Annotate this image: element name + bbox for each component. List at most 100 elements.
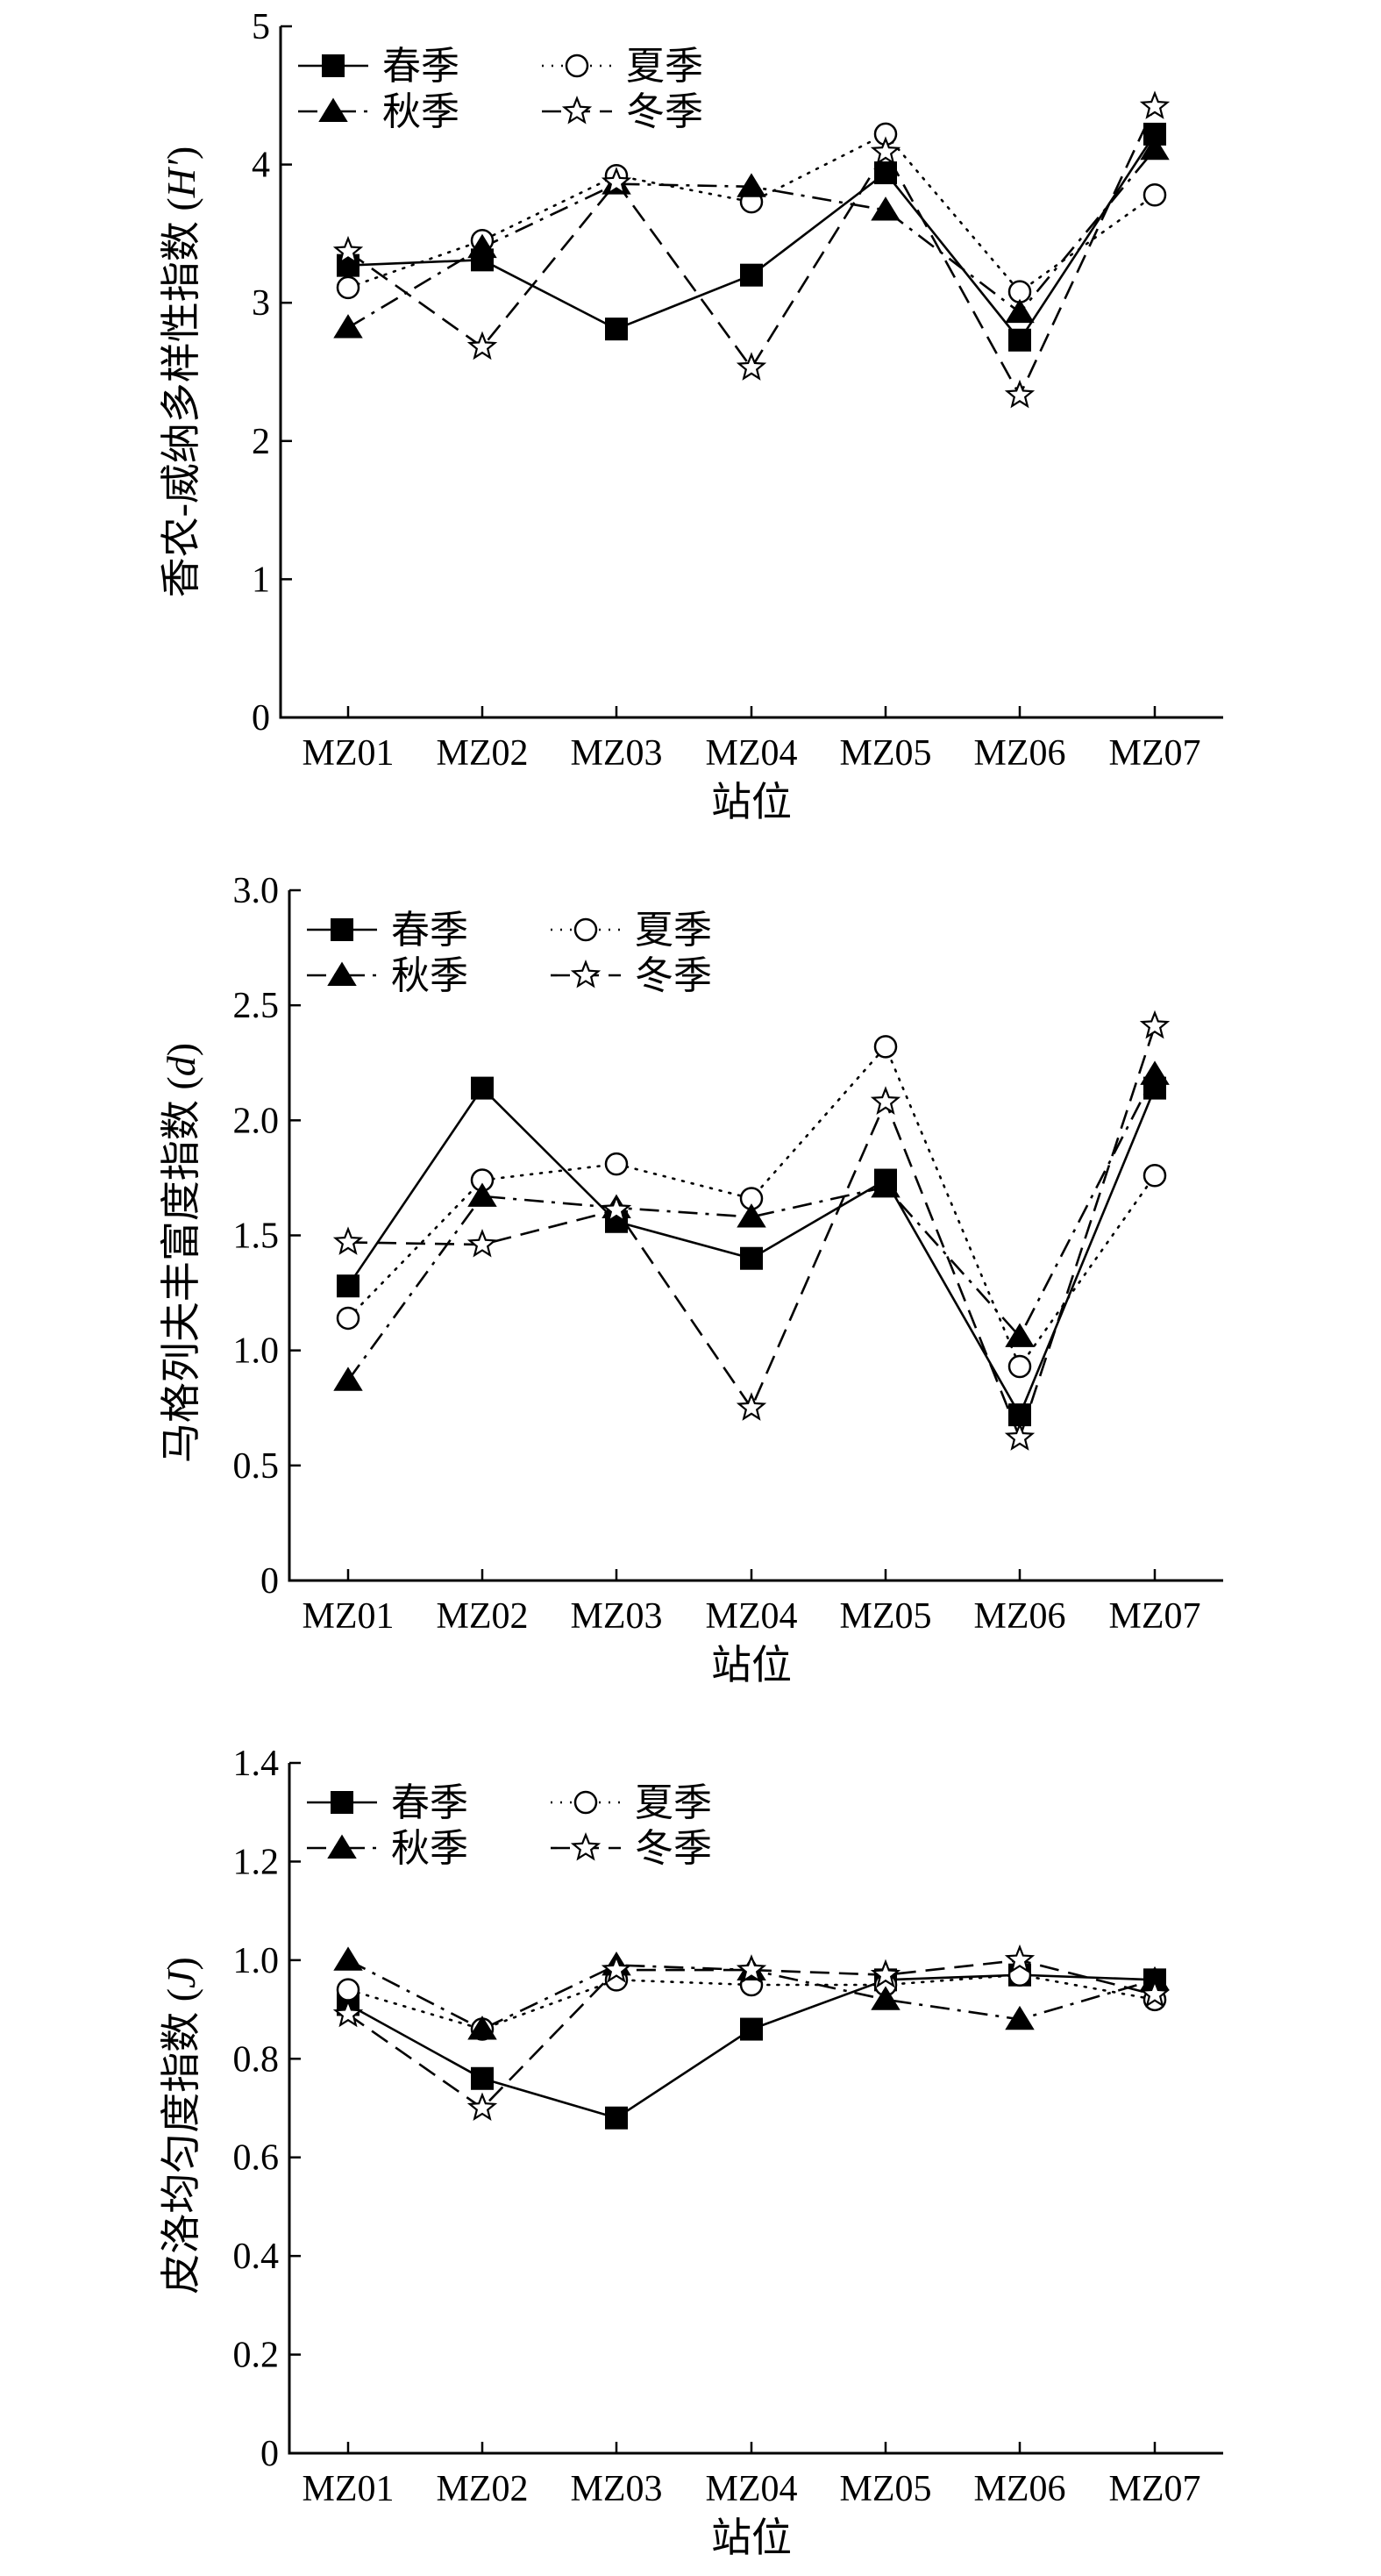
x-tick-label: MZ01 [303,1596,395,1637]
series-line-4 [347,1025,1157,1439]
y-tick-label: 2 [252,422,270,462]
legend-label-2: 夏季 [635,909,712,952]
legend-label-2: 夏季 [635,1781,712,1824]
data-point-s3-MZ04 [737,1203,766,1228]
y-tick-label: 5 [252,7,270,47]
data-point-s4-MZ04 [736,1392,767,1421]
data-point-s1-MZ04 [740,1246,763,1270]
legend-label-4: 冬季 [635,1827,712,1870]
chart-panel-1: 0 1 2 3 4 5 MZ01 MZ02 MZ03 MZ04 MZ05 MZ06 MZ07 站位 香农-威… [159,7,1223,824]
x-tick-label: MZ06 [974,1596,1066,1637]
data-point-s4-MZ02 [466,331,498,360]
x-tick-label: MZ04 [706,1596,798,1637]
data-point-s2-MZ01 [336,1306,360,1331]
data-point-s3-MZ01 [333,1366,363,1391]
legend-label-3: 秋季 [382,90,459,133]
data-point-s1-MZ02 [471,1076,494,1100]
data-point-s3-MZ06 [1005,298,1035,324]
y-axis-title: 香农-威纳多样性指数 (H′) [159,146,203,598]
data-point-s4-MZ03 [601,1194,632,1224]
data-point-s3-MZ02 [467,2016,497,2040]
data-point-s4-MZ03 [601,167,632,196]
data-point-s3-MZ06 [1005,1323,1035,1347]
data-point-s1-MZ02 [471,2066,494,2090]
data-point-s2-MZ01 [336,1978,360,2002]
data-point-s3-MZ07 [1140,1060,1170,1085]
data-point-s2-MZ07 [1143,1164,1167,1188]
data-point-s3-MZ01 [333,1946,363,1971]
y-tick-label: 1 [252,560,270,600]
y-tick-label: 1.4 [233,1744,280,1784]
data-point-s3-MZ05 [871,196,900,221]
y-axis-title-paren-open: ( [159,197,203,221]
x-tick-label: MZ04 [706,733,798,774]
legend-marker-2 [565,54,589,78]
x-tick-label: MZ07 [1109,733,1201,774]
data-point-s2-MZ06 [1007,1354,1032,1379]
x-tick-label: MZ01 [303,2469,395,2509]
data-point-s4-MZ06 [1004,1944,1036,1973]
data-point-s1-MZ04 [740,263,763,287]
y-tick-label: 0.4 [233,2237,280,2277]
data-point-s3-MZ05 [871,1173,900,1198]
y-axis-title: 皮洛均匀度指数 (J) [159,1957,203,2294]
y-tick-label: 0 [260,1561,279,1602]
series-line-1 [347,133,1157,342]
x-tick-label: MZ07 [1109,1596,1201,1637]
data-point-s3-MZ07 [1140,135,1170,161]
legend-marker-4 [570,1831,602,1861]
chart-panel-2: 0 0.5 1.0 1.5 2.0 2.5 3.0 MZ01 MZ02 MZ03 MZ04 MZ05 M… [159,871,1223,1688]
data-point-s2-MZ03 [604,1152,629,1176]
legend-label-4: 冬季 [635,954,712,997]
y-tick-label: 2.5 [233,986,280,1026]
data-point-s1-MZ01 [337,1274,359,1298]
y-tick-label: 0 [260,2434,279,2474]
data-point-s4-MZ03 [601,1954,632,1983]
data-point-s2-MZ01 [336,275,360,300]
y-tick-label: 0.6 [233,2138,280,2179]
y-tick-label: 0.5 [233,1446,280,1487]
legend-label-2: 夏季 [626,45,703,88]
y-axis-title-paren-open: ( [159,1988,203,2012]
legend-marker-3 [318,97,348,122]
x-tick-label: MZ03 [571,1596,663,1637]
y-tick-label: 0.2 [233,2336,280,2376]
legend-label-3: 秋季 [391,954,468,997]
x-axis-title: 站位 [711,780,792,824]
legend-label-1: 春季 [382,45,459,88]
x-tick-label: MZ07 [1109,2469,1201,2509]
chart-panel-3: 0 0.2 0.4 0.6 0.8 1.0 1.2 1.4 MZ01 MZ02 MZ03 MZ04 MZ… [159,1744,1223,2560]
x-axis-title: 站位 [711,1643,792,1688]
data-point-s4-MZ06 [1004,1422,1036,1451]
y-axis-title-text: 马格列夫丰富度指数 [159,1100,203,1463]
x-tick-label: MZ05 [840,733,932,774]
data-point-s4-MZ02 [466,1228,498,1258]
y-axis-title-symbol: d [159,1055,203,1076]
data-point-s4-MZ06 [1004,379,1036,409]
x-tick-label: MZ04 [706,2469,798,2509]
data-point-s2-MZ07 [1143,183,1167,207]
legend-label-1: 春季 [391,1781,468,1824]
y-tick-label: 1.0 [233,1331,280,1372]
legend-marker-2 [573,1790,598,1815]
y-axis-title-text: 皮洛均匀度指数 [159,2012,203,2294]
legend-marker-1 [322,54,345,77]
data-point-s4-MZ02 [466,2092,498,2122]
data-point-s3-MZ06 [1005,2005,1035,2030]
y-axis-title-paren-close: ) [159,146,203,160]
y-tick-label: 3.0 [233,871,280,911]
y-axis-title-paren-open: ( [159,1076,203,1100]
y-axis-title-symbol: H′ [159,159,203,198]
data-point-s1-MZ06 [1008,1403,1031,1427]
data-point-s4-MZ01 [332,235,364,265]
legend-marker-1 [331,1791,353,1814]
y-axis-title-paren-close: ) [159,1957,203,1970]
legend-marker-4 [561,95,593,125]
legend-marker-2 [573,917,598,942]
x-tick-label: MZ06 [974,733,1066,774]
data-point-s1-MZ05 [874,161,897,185]
